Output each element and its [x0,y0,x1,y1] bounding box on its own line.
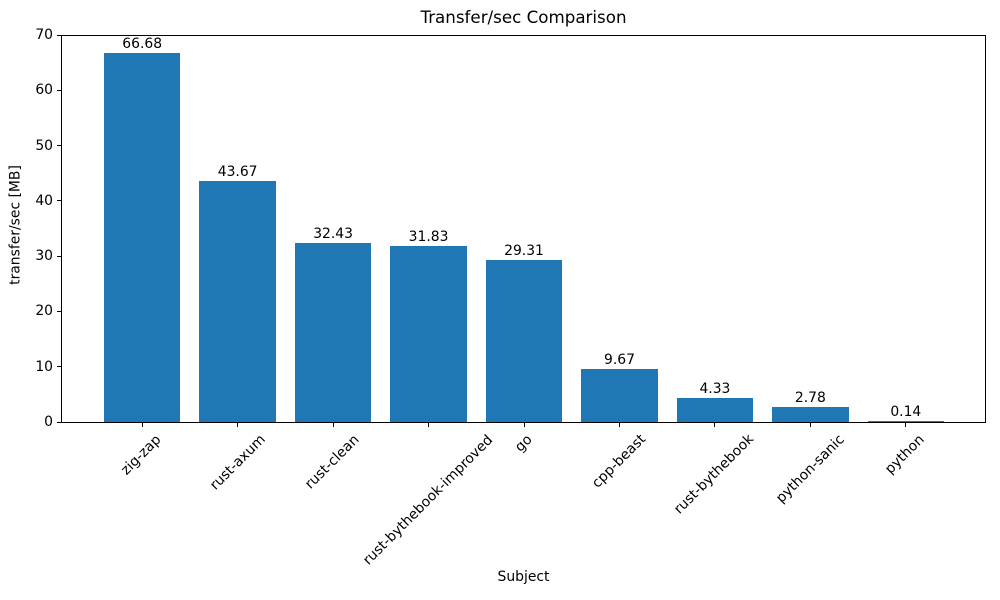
bar-go [485,259,563,422]
x-tick-label: python [882,431,929,478]
bar-value-label: 31.83 [408,229,449,246]
bar-value-label: 9.67 [603,351,635,368]
x-tick-label: rust-axum [206,431,269,494]
bar-value-label: 0.14 [890,404,922,421]
x-tick-label: zig-zap [118,431,165,479]
x-tick-label: go [511,431,536,455]
x-tick-mark [714,423,716,427]
x-tick-mark [332,423,334,427]
y-tick-label: 40 [35,192,53,209]
y-axis-label: transfer/sec [MB] [7,165,24,285]
bar-zig-zap [104,53,181,422]
y-tick-mark [57,310,61,312]
bar-rust-axum [199,180,276,422]
bar-value-label: 29.31 [504,242,544,259]
bar-python [867,421,944,423]
x-tick-label: rust-bythebook-improved [359,431,497,568]
y-tick-label: 0 [44,414,53,430]
bar-value-label: 32.43 [313,225,353,242]
bar-rust-clean [294,242,372,422]
y-tick-mark [57,421,61,423]
x-tick-label: rust-clean [302,431,363,493]
bar-value-label: 2.78 [794,389,826,406]
x-tick-mark [428,423,430,427]
x-tick-mark [523,423,525,427]
y-tick-label: 50 [35,137,53,154]
x-axis-label: Subject [497,569,550,585]
y-tick-mark [57,255,61,257]
x-tick-mark [809,423,811,427]
bar-rust-bythebook-improved [390,246,467,422]
x-tick-label: rust-bythebook [671,431,758,518]
x-tick-mark [618,423,620,427]
bar-python-sanic [772,406,849,422]
bar-rust-bythebook [676,398,754,422]
y-tick-label: 10 [35,358,53,375]
x-tick-mark [905,423,907,427]
bar-value-label: 4.33 [699,381,731,398]
bar-value-label: 43.67 [217,163,258,180]
x-tick-label: cpp-beast [589,431,650,492]
x-tick-mark [141,423,143,427]
y-tick-label: 20 [35,303,53,320]
y-tick-mark [57,366,61,368]
chart-title: Transfer/sec Comparison [420,7,627,27]
y-tick-mark [57,200,61,202]
y-tick-mark [57,34,61,36]
y-tick-label: 30 [35,248,53,265]
bar-cpp-beast [581,368,658,422]
y-tick-mark [57,89,61,91]
x-tick-mark [237,423,239,427]
y-tick-label: 70 [35,27,53,43]
x-tick-label: python-sanic [772,431,848,507]
y-tick-mark [57,145,61,147]
y-tick-label: 60 [35,82,53,99]
bar-value-label: 66.68 [122,36,163,53]
